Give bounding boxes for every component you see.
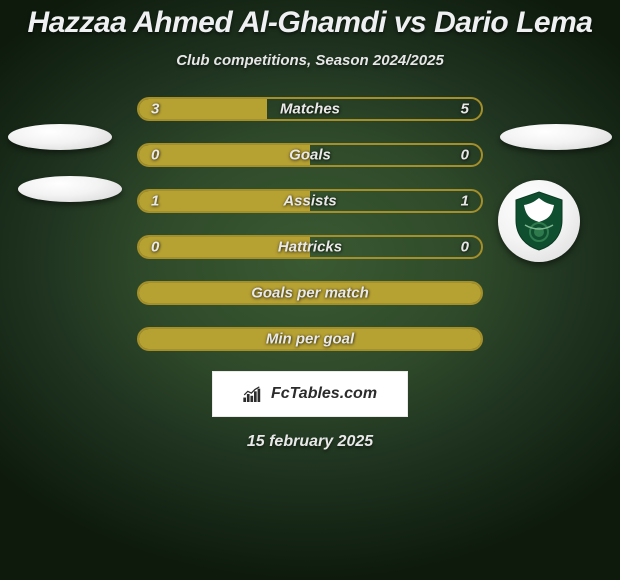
stat-label: Min per goal bbox=[266, 331, 354, 348]
stat-row: Goals per match bbox=[137, 281, 483, 305]
stat-value-left: 0 bbox=[151, 147, 159, 164]
club-crest bbox=[498, 180, 580, 262]
stat-row: 3 5 Matches bbox=[137, 97, 483, 121]
branding-box: FcTables.com bbox=[212, 371, 408, 417]
crest-shield-icon bbox=[512, 190, 566, 252]
stat-value-right: 0 bbox=[461, 147, 469, 164]
stat-label: Goals per match bbox=[251, 285, 369, 302]
subtitle: Club competitions, Season 2024/2025 bbox=[0, 52, 620, 69]
date-text: 15 february 2025 bbox=[0, 433, 620, 451]
stats-container: 3 5 Matches 0 0 Goals 1 1 Assists 0 0 Hattricks Goal… bbox=[137, 97, 483, 351]
stat-label: Assists bbox=[283, 193, 336, 210]
stat-value-right: 0 bbox=[461, 239, 469, 256]
stat-value-right: 5 bbox=[461, 101, 469, 118]
stat-row: 1 1 Assists bbox=[137, 189, 483, 213]
logo-ellipse bbox=[8, 124, 112, 150]
stat-label: Matches bbox=[280, 101, 340, 118]
stat-bar-right bbox=[310, 145, 481, 165]
logo-ellipse bbox=[500, 124, 612, 150]
stat-label: Hattricks bbox=[278, 239, 342, 256]
stat-label: Goals bbox=[289, 147, 331, 164]
stat-row: Min per goal bbox=[137, 327, 483, 351]
stat-value-left: 0 bbox=[151, 239, 159, 256]
page-title: Hazzaa Ahmed Al-Ghamdi vs Dario Lema bbox=[0, 0, 620, 40]
stat-value-left: 3 bbox=[151, 101, 159, 118]
stat-bar-left bbox=[139, 145, 310, 165]
branding-icon bbox=[243, 386, 265, 402]
logo-ellipse bbox=[18, 176, 122, 202]
stat-value-right: 1 bbox=[461, 193, 469, 210]
stat-row: 0 0 Hattricks bbox=[137, 235, 483, 259]
stat-row: 0 0 Goals bbox=[137, 143, 483, 167]
branding-text: FcTables.com bbox=[271, 385, 377, 403]
stat-value-left: 1 bbox=[151, 193, 159, 210]
